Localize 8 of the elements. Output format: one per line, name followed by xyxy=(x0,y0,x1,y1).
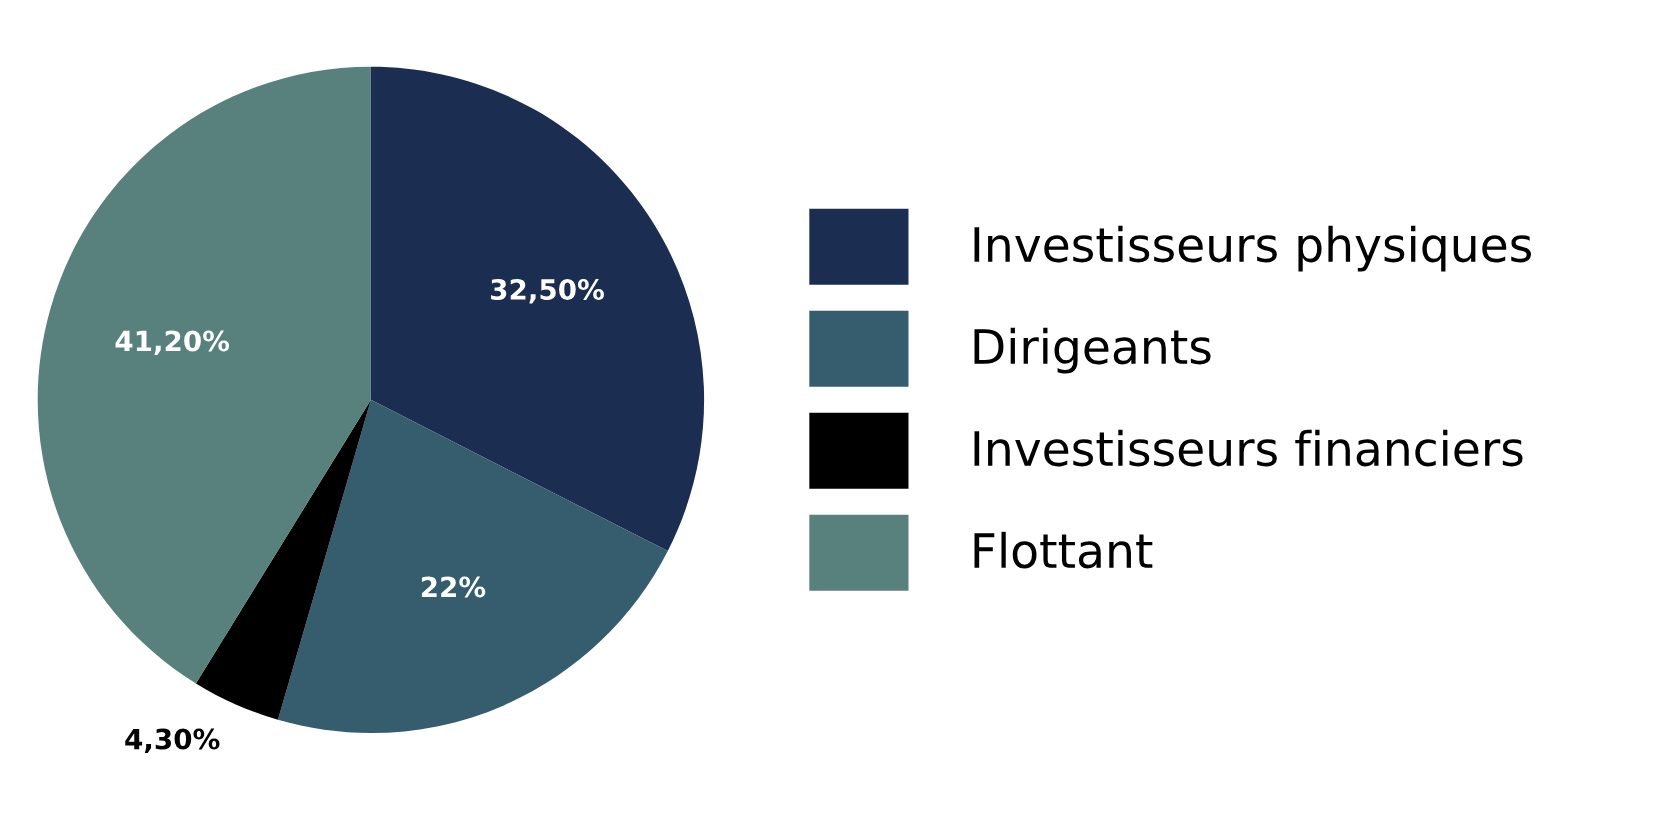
data-label: 22% xyxy=(421,576,486,598)
legend-label: Investisseurs physiques xyxy=(974,225,1532,272)
data-label: 32,50% xyxy=(491,278,605,304)
data-label: 4,30% xyxy=(125,728,220,754)
legend-label: Dirigeants xyxy=(974,327,1211,374)
legend-label: Investisseurs financiers xyxy=(974,429,1523,467)
legend-label: Flottant xyxy=(974,531,1153,569)
data-label: 41,20% xyxy=(115,330,230,356)
